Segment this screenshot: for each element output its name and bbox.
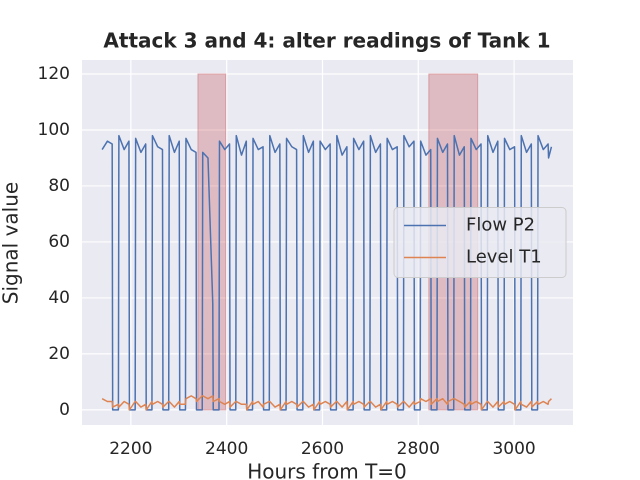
- y-tick-label: 0: [59, 400, 70, 420]
- y-tick-label: 120: [38, 64, 70, 84]
- legend: Flow P2 Level T1: [393, 207, 567, 278]
- y-axis-label: Signal value: [0, 182, 23, 304]
- y-tick-label: 40: [48, 288, 70, 308]
- y-tick-label: 100: [38, 120, 70, 140]
- x-tick-label: 2200: [109, 439, 152, 459]
- y-tick-label: 60: [48, 232, 70, 252]
- series-line: [101, 134, 553, 411]
- grid: [82, 60, 573, 425]
- series-line: [101, 395, 552, 411]
- x-tick-label: 2400: [205, 439, 248, 459]
- y-tick-label: 80: [48, 176, 70, 196]
- legend-label: Level T1: [466, 247, 542, 268]
- x-tick-label: 2800: [397, 439, 440, 459]
- y-tick-label: 20: [48, 344, 70, 364]
- legend-label: Flow P2: [466, 215, 535, 236]
- x-tick-label: 2600: [301, 439, 344, 459]
- chart-title: Attack 3 and 4: alter readings of Tank 1: [103, 29, 550, 53]
- x-axis-label: Hours from T=0: [247, 460, 407, 480]
- x-tick-label: 3000: [492, 439, 535, 459]
